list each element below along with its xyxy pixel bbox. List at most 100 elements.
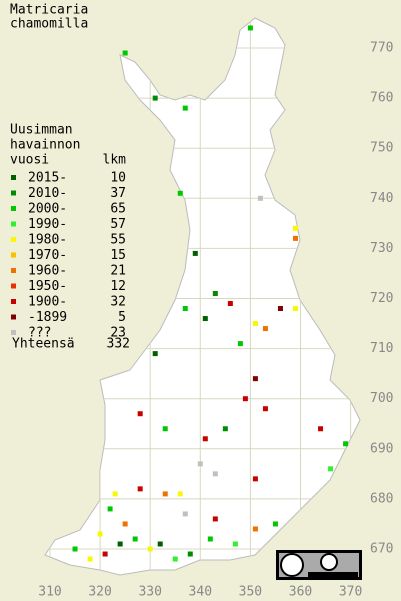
observation-square bbox=[122, 50, 128, 56]
legend-swatch bbox=[11, 283, 16, 289]
observation-square bbox=[122, 521, 128, 527]
x-tick-label: 360 bbox=[289, 585, 312, 600]
observation-square bbox=[277, 306, 283, 312]
title: Matricaria bbox=[10, 3, 88, 18]
legend-count: 37 bbox=[110, 186, 126, 201]
y-tick-label: 710 bbox=[370, 341, 393, 356]
observation-square bbox=[318, 426, 324, 432]
observation-square bbox=[137, 486, 143, 492]
legend-swatch bbox=[11, 330, 16, 335]
legend-label: 1990- bbox=[28, 217, 67, 232]
observation-square bbox=[227, 301, 233, 307]
legend-count: 57 bbox=[110, 217, 126, 232]
observation-square bbox=[152, 351, 158, 357]
x-tick-label: 370 bbox=[339, 585, 362, 600]
legend-count: 5 bbox=[118, 310, 126, 325]
legend-label: 2000- bbox=[28, 202, 67, 217]
observation-square bbox=[343, 441, 349, 447]
legend-label: 1960- bbox=[28, 264, 67, 279]
observation-square bbox=[252, 476, 258, 482]
legend-count: 23 bbox=[110, 326, 126, 341]
observation-square bbox=[97, 531, 103, 537]
legend-swatch bbox=[11, 175, 16, 180]
observation-square bbox=[187, 551, 193, 557]
legend-swatch bbox=[11, 299, 16, 304]
x-tick-label: 320 bbox=[88, 585, 111, 600]
legend-count: 32 bbox=[110, 295, 126, 310]
x-tick-label: 340 bbox=[189, 585, 212, 600]
observation-square bbox=[117, 541, 123, 547]
total-count: 332 bbox=[107, 337, 130, 352]
y-tick-label: 730 bbox=[370, 241, 393, 256]
observation-square bbox=[112, 491, 118, 497]
observation-square bbox=[152, 95, 158, 101]
observation-square bbox=[292, 235, 298, 241]
x-tick-label: 310 bbox=[38, 585, 61, 600]
legend-swatch bbox=[11, 206, 16, 211]
observations bbox=[72, 25, 349, 562]
observation-square bbox=[87, 556, 93, 562]
y-tick-label: 770 bbox=[370, 41, 393, 56]
y-tick-label: 750 bbox=[370, 141, 393, 156]
y-tick-label: 740 bbox=[370, 191, 393, 206]
observation-square bbox=[182, 105, 188, 111]
observation-square bbox=[257, 195, 263, 201]
observation-square bbox=[162, 426, 168, 432]
observation-square bbox=[247, 25, 253, 31]
legend-label: -1899 bbox=[28, 310, 67, 325]
observation-square bbox=[182, 306, 188, 312]
y-tick-label: 700 bbox=[370, 391, 393, 406]
legend-label: 2015- bbox=[28, 171, 67, 186]
y-tick-label: 680 bbox=[370, 491, 393, 506]
observation-square bbox=[242, 396, 248, 402]
observation-square bbox=[147, 546, 153, 552]
legend-count: 21 bbox=[110, 264, 126, 279]
legend-swatch bbox=[11, 190, 16, 196]
x-tick-label: 350 bbox=[239, 585, 262, 600]
observation-square bbox=[212, 290, 218, 296]
legend-swatch bbox=[11, 237, 16, 242]
legend-swatch bbox=[11, 221, 16, 227]
observation-square bbox=[262, 406, 268, 412]
observation-square bbox=[252, 376, 258, 382]
legend-count: 65 bbox=[110, 202, 126, 217]
observation-square bbox=[137, 411, 143, 417]
x-tick-label: 330 bbox=[138, 585, 161, 600]
legend-heading: Uusimman bbox=[10, 123, 73, 138]
observation-square bbox=[102, 551, 108, 557]
observation-square bbox=[72, 546, 78, 552]
observation-square bbox=[212, 516, 218, 522]
observation-square bbox=[328, 466, 334, 472]
y-tick-label: 690 bbox=[370, 441, 393, 456]
legend-count: 15 bbox=[110, 248, 126, 263]
license-badge bbox=[276, 550, 362, 580]
legend-label: ??? bbox=[28, 326, 51, 341]
legend-label: 1980- bbox=[28, 233, 67, 248]
legend-label: 2010- bbox=[28, 186, 67, 201]
observation-square bbox=[197, 461, 203, 467]
legend-label: 1970- bbox=[28, 248, 67, 263]
observation-square bbox=[172, 556, 178, 562]
observation-square bbox=[232, 541, 238, 547]
observation-square bbox=[132, 536, 138, 542]
legend-swatch bbox=[11, 314, 16, 320]
y-tick-label: 760 bbox=[370, 91, 393, 106]
observation-square bbox=[212, 471, 218, 477]
observation-square bbox=[292, 225, 298, 231]
observation-square bbox=[207, 536, 213, 542]
observation-square bbox=[252, 321, 258, 327]
observation-square bbox=[177, 491, 183, 497]
observation-square bbox=[157, 541, 163, 547]
legend-count: 10 bbox=[110, 171, 126, 186]
observation-square bbox=[262, 326, 268, 332]
total-label: Yhteensä bbox=[12, 337, 75, 352]
observation-square bbox=[272, 521, 278, 527]
legend-label: 1900- bbox=[28, 295, 67, 310]
observation-square bbox=[162, 491, 168, 497]
title: chamomilla bbox=[10, 17, 88, 32]
observation-square bbox=[292, 306, 298, 312]
observation-square bbox=[202, 316, 208, 322]
legend-count: 12 bbox=[110, 279, 126, 294]
